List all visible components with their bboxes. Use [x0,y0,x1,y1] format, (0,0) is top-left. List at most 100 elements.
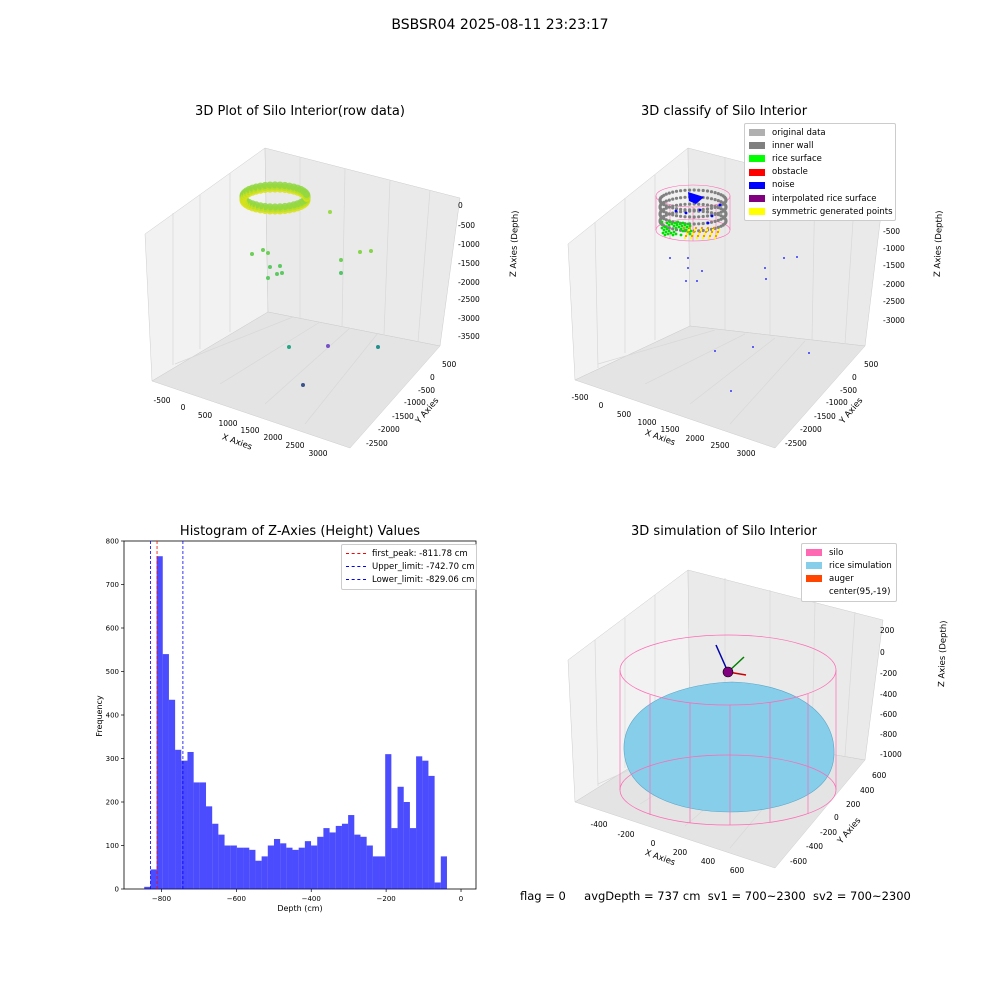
rice-surface-point [683,223,687,227]
noise-point [783,257,785,259]
legend-label: symmetric generated points [772,206,893,217]
legend-swatch [346,579,366,581]
inner-wall-point [674,196,679,200]
noise-point [685,280,687,282]
scatter-point [280,271,284,275]
histogram-bar [416,756,423,889]
histogram-bar [422,760,429,889]
scatter-point [275,272,279,276]
legend-label: silo [829,547,844,558]
symmetric-point [711,228,715,232]
panel2-points [658,188,810,392]
noise-point [714,350,716,352]
histogram-bar [434,882,441,889]
y-tick-label: 600 [106,625,119,633]
histogram-bar [255,860,262,889]
inner-wall-point [716,199,720,203]
symmetric-point [717,228,721,232]
x-tick-label: 0 [651,839,656,848]
legend-entry: obstacle [749,166,891,179]
inner-wall-point [674,203,679,207]
y-tick-label: -2000 [800,425,822,434]
y-tick-label: -500 [418,386,435,395]
rice-surface-point [671,233,675,237]
histogram-bar [273,838,281,889]
inner-wall-point [716,213,720,217]
rice-surface-point [660,226,664,230]
z-tick-label: -3500 [458,332,480,341]
legend-entry: first_peak: -811.78 cm [346,547,472,560]
x-tick-label: 500 [198,411,213,420]
inner-wall-point [671,190,675,194]
legend-entry: silo [806,546,892,559]
histogram-bar [187,751,194,889]
legend-swatch [749,181,765,189]
inner-wall-point [683,215,687,219]
legend-entry: interpolated rice surface [749,192,891,205]
inner-wall-point [683,188,687,192]
legend-entry: inner wall [749,139,891,152]
rice-surface-point [685,225,689,229]
noise-point [796,256,798,258]
legend-label: inner wall [772,140,814,151]
noise-point [808,352,810,354]
symmetric-point [682,226,686,230]
legend-entry: Upper_limit: -742.70 cm [346,560,475,573]
noise-point [701,270,703,272]
inner-wall-point [664,213,668,217]
y-tick-label: 0 [430,373,435,382]
symmetric-point [712,226,716,230]
rice-surface-point [669,231,673,235]
symmetric-point [716,230,720,234]
histogram-xlabel: Depth (cm) [277,904,322,913]
legend-label: rice surface [772,153,822,164]
histogram-bar [317,836,324,889]
inner-wall-point [662,200,666,204]
legend-label: auger [829,573,854,584]
histogram-bar [243,847,250,889]
histogram-bar [372,856,380,890]
panel2-title: 3D classify of Silo Interior [640,104,808,119]
x-tick-label: 2000 [263,433,282,442]
inner-wall-point [716,192,720,196]
panel4-silo-wireframe [619,634,837,826]
panel1-points [239,181,380,387]
symmetric-point [693,228,697,232]
legend-label: Lower_limit: -829.06 cm [372,574,475,585]
symmetric-point [685,232,689,236]
noise-point [718,203,722,207]
rice-surface-point [681,221,685,225]
legend-swatch [749,168,765,176]
histogram-bar [212,823,219,889]
x-tick-label: 0 [459,895,463,903]
y-tick-label: 200 [106,799,119,807]
y-tick-label: 700 [106,581,119,589]
legend-swatch [806,562,822,570]
panel2-zlabel: Z Axies (Depth) [933,210,945,277]
x-tick-label: 200 [673,848,688,857]
z-tick-label: -400 [880,690,897,699]
z-tick-label: -3000 [883,316,905,325]
histogram-bar [385,754,392,889]
symmetric-point [684,234,688,238]
histogram-bar [156,556,163,889]
x-tick-label: −400 [302,895,321,903]
histogram-bar [298,847,305,889]
inner-wall-point [697,222,701,226]
rice-surface-point [661,231,665,235]
legend-entry: noise [749,179,891,192]
scatter-point [301,383,305,387]
y-tick-label: -1000 [404,398,426,407]
inner-wall-point [705,203,710,207]
y-tick-label: -600 [790,857,807,866]
y-tick-label: 500 [864,360,879,369]
inner-wall-point [713,212,717,216]
status-flag: flag = 0 [520,889,566,903]
panel1-axes-box [144,147,461,449]
symmetric-point [714,234,718,238]
y-tick-label: 0 [115,886,119,894]
inner-wall-point [688,188,692,192]
inner-wall-point [664,211,668,215]
